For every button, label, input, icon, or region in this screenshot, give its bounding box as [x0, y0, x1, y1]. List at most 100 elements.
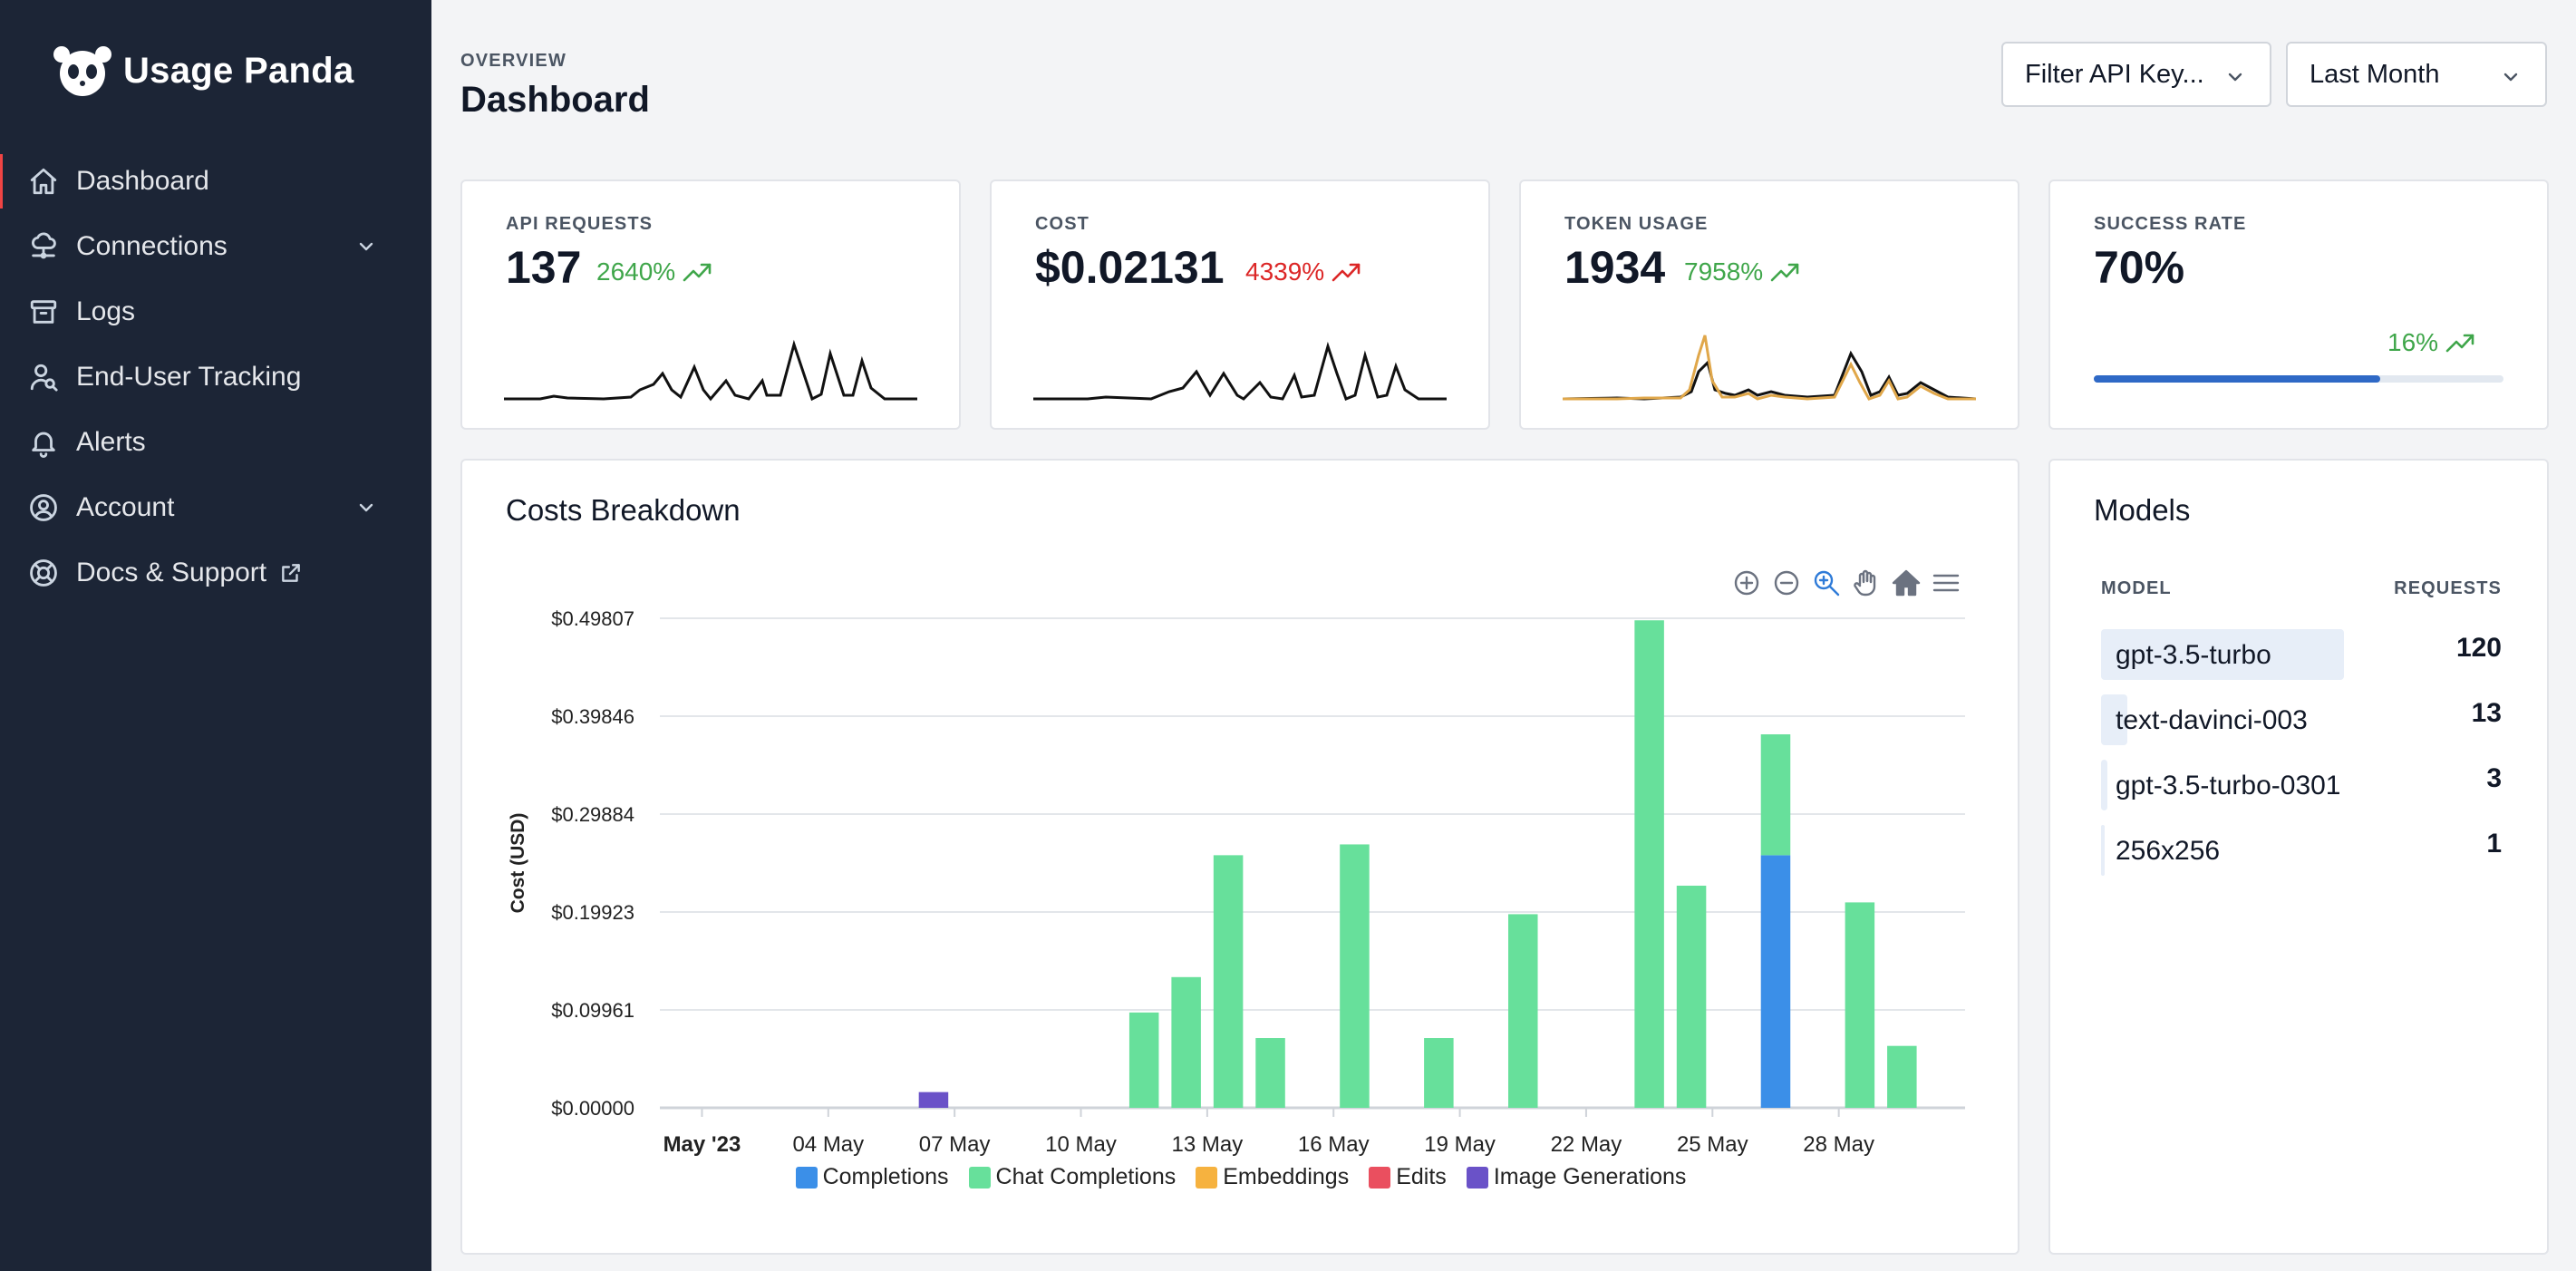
bar	[1676, 885, 1707, 1108]
model-request-count: 1	[2486, 829, 2502, 859]
sidebar-item-label: Connections	[76, 231, 228, 261]
chevron-down-icon	[2224, 65, 2246, 87]
stat-value: 70%	[2094, 242, 2185, 293]
stat-change-value: 2640%	[596, 257, 676, 286]
breadcrumb: OVERVIEW	[460, 51, 567, 71]
y-tick-label: $0.39846	[551, 705, 634, 728]
y-tick-label: $0.29884	[551, 803, 634, 826]
legend-item-chat-completions[interactable]: Chat Completions	[968, 1164, 1177, 1190]
reset-home-icon[interactable]	[1891, 568, 1922, 598]
filter-api-key-value: Filter API Key...	[2025, 59, 2204, 89]
legend-item-completions[interactable]: Completions	[795, 1164, 949, 1190]
x-tick-label: 16 May	[1298, 1132, 1370, 1157]
model-request-count: 13	[2471, 698, 2502, 728]
legend-item-image-generations[interactable]: Image Generations	[1466, 1164, 1687, 1190]
legend-label: Edits	[1396, 1164, 1447, 1189]
sidebar-item-account[interactable]: Account	[0, 475, 431, 540]
stat-label: SUCCESS RATE	[2094, 214, 2247, 234]
pan-hand-icon[interactable]	[1851, 568, 1882, 598]
y-tick-label: $0.19923	[551, 901, 634, 924]
bar	[1887, 1045, 1917, 1108]
models-card: Models MODEL REQUESTS gpt-3.5-turbo 120 te…	[2048, 459, 2549, 1255]
stat-card-success-rate: SUCCESS RATE 70% 16%	[2048, 179, 2549, 430]
stat-label: COST	[1035, 214, 1089, 234]
stat-label: TOKEN USAGE	[1564, 214, 1709, 234]
x-tick-label: 13 May	[1172, 1132, 1244, 1157]
stat-value: 137	[506, 242, 582, 293]
legend-item-edits[interactable]: Edits	[1369, 1164, 1447, 1190]
chevron-down-icon	[355, 497, 377, 519]
sidebar-item-docs-support[interactable]: Docs & Support	[0, 540, 431, 606]
x-tick-label: 19 May	[1424, 1132, 1496, 1157]
zoom-in-icon[interactable]	[1731, 568, 1762, 598]
user-search-icon	[27, 361, 60, 393]
chart-legend: Completions Chat Completions Embeddings …	[462, 1164, 2019, 1190]
connections-icon	[27, 230, 60, 263]
model-name: 256x256	[2116, 836, 2221, 866]
stat-change: 4339%	[1245, 257, 1362, 286]
zoom-out-icon[interactable]	[1771, 568, 1802, 598]
menu-icon[interactable]	[1931, 568, 1961, 598]
y-tick-label: $0.00000	[551, 1097, 634, 1120]
sidebar-item-alerts[interactable]: Alerts	[0, 410, 431, 475]
sidebar-nav: Dashboard Connections Logs End-User Trac…	[0, 149, 431, 606]
brand[interactable]: Usage Panda	[53, 44, 354, 98]
bar	[1845, 902, 1875, 1108]
sidebar-item-connections[interactable]: Connections	[0, 214, 431, 279]
sidebar-item-label: Account	[76, 492, 175, 522]
selection-zoom-icon[interactable]	[1811, 568, 1842, 598]
stat-card-cost: COST $0.02131 4339%	[990, 179, 1490, 430]
table-row[interactable]: text-davinci-003 13	[2101, 694, 2502, 745]
bar	[1424, 1038, 1454, 1108]
sidebar-item-end-user-tracking[interactable]: End-User Tracking	[0, 344, 431, 410]
cost-sparkline	[1033, 341, 1447, 401]
filter-api-key-select[interactable]: Filter API Key...	[2001, 42, 2271, 107]
stat-change-value: 7958%	[1684, 257, 1764, 286]
legend-label: Image Generations	[1493, 1164, 1687, 1189]
model-usage-bar	[2101, 629, 2344, 680]
bar	[1634, 620, 1664, 1108]
model-name: text-davinci-003	[2116, 705, 2308, 735]
model-request-count: 120	[2455, 633, 2502, 663]
model-usage-bar	[2101, 825, 2105, 876]
stat-change: 16%	[2387, 328, 2476, 357]
legend-swatch	[1369, 1166, 1391, 1189]
x-tick-label: 28 May	[1803, 1132, 1874, 1157]
bar	[1760, 734, 1791, 856]
bar	[1508, 914, 1538, 1108]
date-range-select[interactable]: Last Month	[2286, 42, 2547, 107]
page-title: Dashboard	[460, 80, 650, 120]
api-requests-sparkline	[504, 339, 917, 402]
table-row[interactable]: gpt-3.5-turbo-0301 3	[2101, 760, 2502, 810]
token-usage-sparkline	[1563, 335, 1976, 401]
y-tick-label: $0.49807	[551, 607, 634, 630]
x-tick-label: 07 May	[919, 1132, 991, 1157]
bar	[1171, 976, 1201, 1108]
legend-label: Chat Completions	[995, 1164, 1177, 1189]
model-usage-bar	[2101, 694, 2128, 745]
y-axis-label: Cost (USD)	[508, 813, 528, 914]
sidebar-item-label: Docs & Support	[76, 558, 267, 587]
sidebar-item-label: Logs	[76, 296, 136, 326]
trend-up-icon	[1770, 263, 1799, 282]
trend-up-icon	[1332, 263, 1361, 282]
archive-icon	[27, 296, 60, 328]
table-row[interactable]: 256x256 1	[2101, 825, 2502, 876]
model-usage-bar	[2101, 760, 2107, 810]
home-icon	[27, 165, 60, 198]
stat-change: 2640%	[596, 257, 713, 286]
bar	[918, 1092, 949, 1108]
stat-value: $0.02131	[1035, 242, 1225, 293]
bar	[1213, 855, 1244, 1108]
legend-label: Completions	[822, 1164, 949, 1189]
trend-up-icon	[683, 263, 712, 282]
legend-label: Embeddings	[1223, 1164, 1350, 1189]
table-row[interactable]: gpt-3.5-turbo 120	[2101, 629, 2502, 680]
legend-item-embeddings[interactable]: Embeddings	[1196, 1164, 1349, 1190]
trend-up-icon	[2445, 334, 2474, 353]
bar	[1340, 844, 1370, 1108]
sidebar-item-dashboard[interactable]: Dashboard	[0, 149, 431, 214]
chevron-down-icon	[2500, 65, 2522, 87]
bar	[1128, 1012, 1159, 1108]
sidebar-item-logs[interactable]: Logs	[0, 279, 431, 344]
